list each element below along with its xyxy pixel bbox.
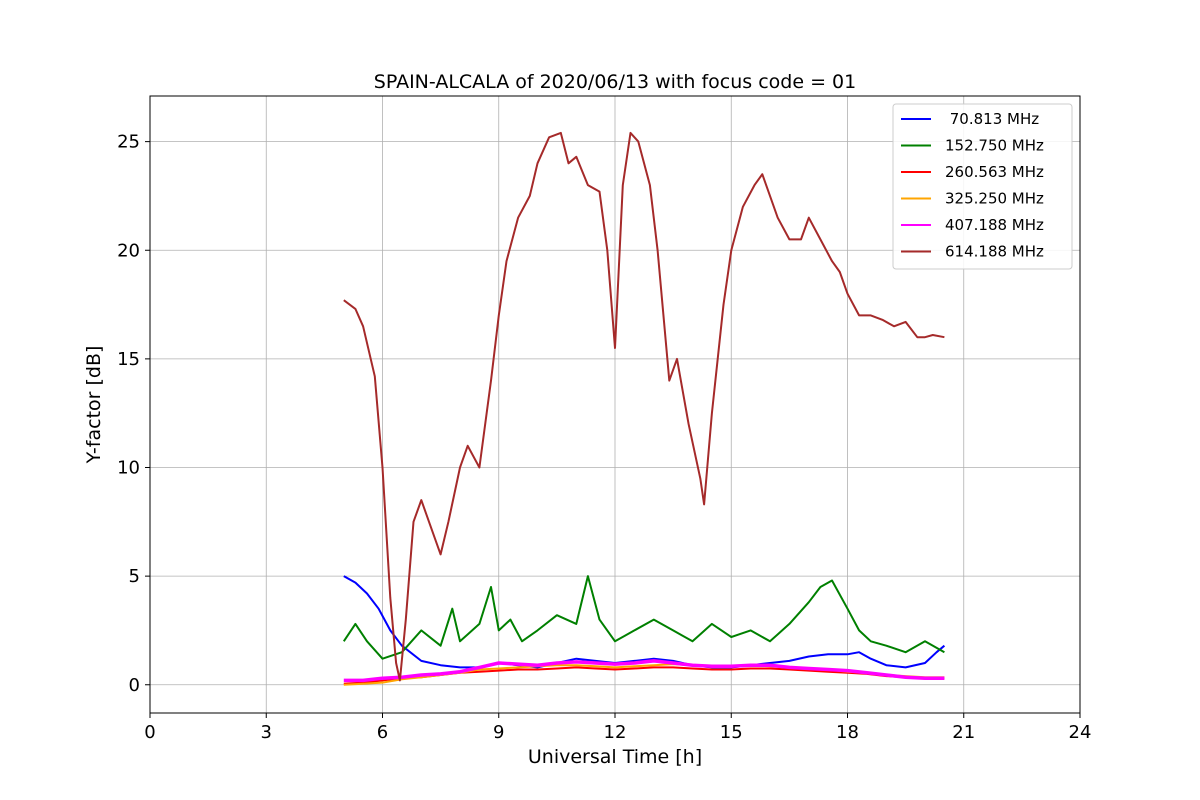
y-tick-label: 25 (117, 132, 140, 153)
legend: 70.813 MHz 152.750 MHz 260.563 MHz 325.250 … (892, 103, 1073, 270)
series-line-1 (342, 575, 945, 660)
series-line-5 (343, 131, 945, 682)
x-tick-label: 9 (493, 722, 504, 743)
x-tick-label: 15 (720, 722, 743, 743)
x-tick-label: 12 (604, 722, 627, 743)
legend-box (892, 103, 1073, 270)
series-line-4 (343, 659, 945, 683)
x-tick-label: 3 (261, 722, 272, 743)
x-tick-label: 18 (836, 722, 859, 743)
y-tick-label: 5 (129, 566, 140, 587)
y-axis-label: Y-factor [dB] (83, 346, 105, 465)
y-tick-label: 10 (117, 458, 140, 479)
y-tick-label: 20 (117, 240, 140, 261)
x-axis-label: Universal Time [h] (528, 746, 702, 768)
legend-entry-label: 614.188 MHz (945, 243, 1044, 261)
x-tick-label: 24 (1069, 722, 1092, 743)
legend-entry-label: 152.750 MHz (945, 137, 1044, 155)
x-tick-label: 21 (952, 722, 975, 743)
x-tick-label: 6 (377, 722, 388, 743)
legend-entry-label: 70.813 MHz (945, 110, 1039, 128)
chart-title: SPAIN-ALCALA of 2020/06/13 with focus co… (374, 71, 856, 93)
series-line-0 (343, 575, 946, 669)
y-tick-label: 0 (129, 675, 140, 696)
legend-entry-label: 407.188 MHz (945, 216, 1044, 234)
y-axis-ticks: 0 5 10 15 20 25 (117, 132, 150, 696)
y-tick-label: 15 (117, 349, 140, 370)
legend-entry-label: 325.250 MHz (945, 190, 1044, 208)
legend-entry-label: 260.563 MHz (945, 163, 1044, 181)
x-tick-label: 0 (144, 722, 155, 743)
x-axis-ticks: 0 3 6 9 12 15 18 21 24 (144, 713, 1091, 743)
plot-series (342, 131, 946, 686)
